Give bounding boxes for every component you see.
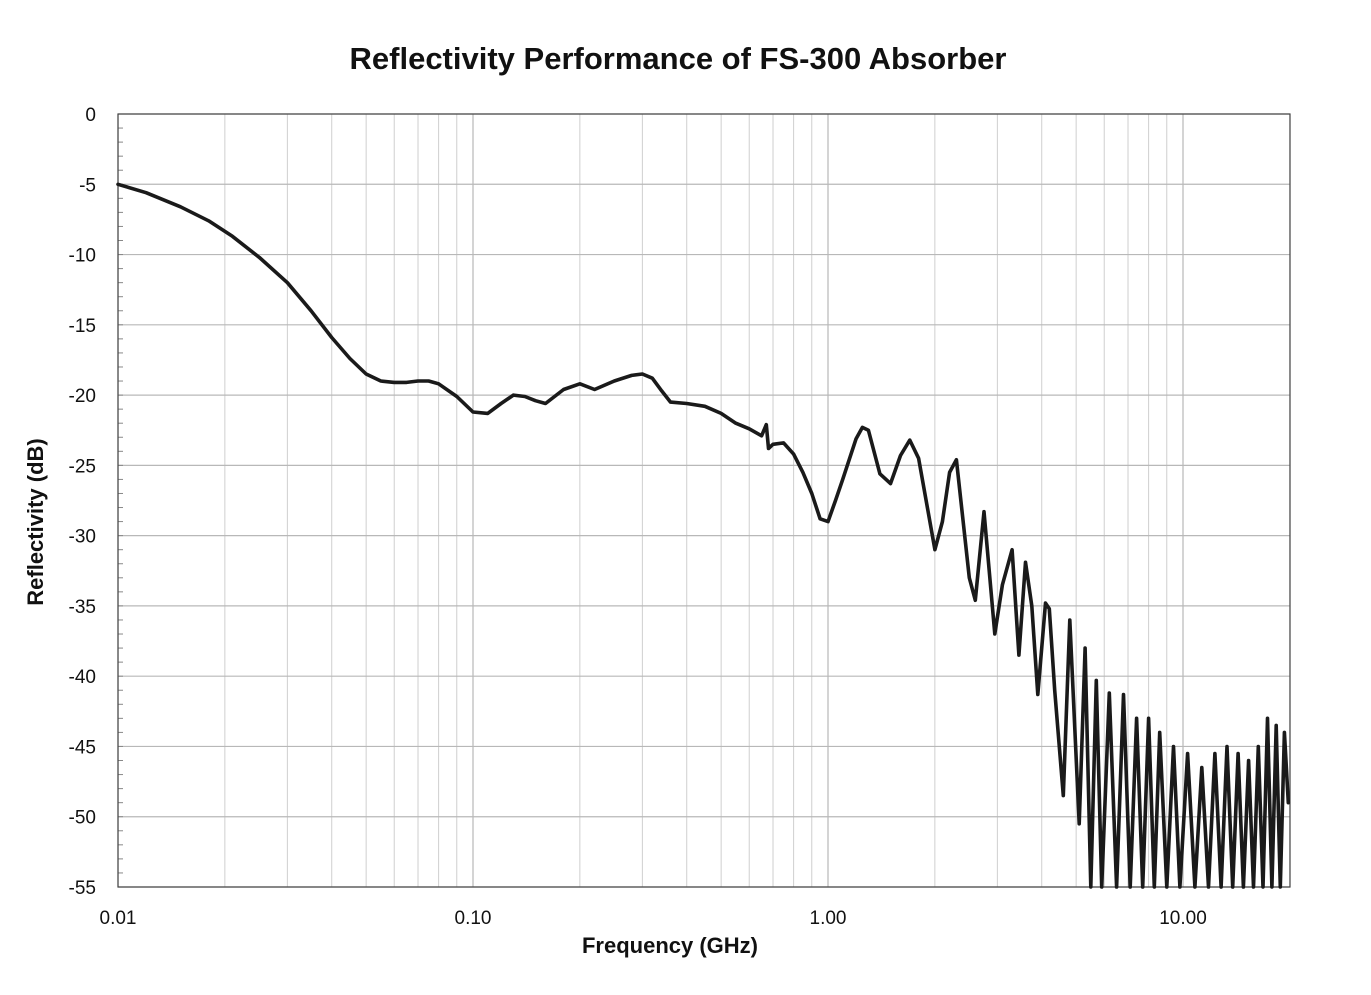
y-tick-label: -30 — [69, 527, 96, 548]
grid — [117, 113, 1291, 888]
y-tick-label: -40 — [69, 667, 96, 688]
y-tick-label: -20 — [69, 386, 96, 407]
x-axis-ticks: 0.01 0.10 1.00 10.00 — [100, 908, 1207, 929]
y-tick-label: 0 — [85, 105, 96, 126]
x-tick-label: 1.00 — [810, 908, 847, 929]
series-layer — [116, 182, 1291, 889]
reflectivity-series-line — [116, 182, 1291, 889]
y-axis-ticks: 0 -5 -10 -15 -20 -25 -30 -35 -40 -45 -50 -55 — [69, 105, 96, 899]
y-tick-label: -25 — [69, 456, 96, 477]
y-tick-label: -10 — [69, 246, 96, 267]
chart-title: Reflectivity Performance of FS-300 Absor… — [350, 41, 1007, 76]
x-tick-label: 0.01 — [100, 908, 137, 929]
y-tick-label: -35 — [69, 597, 96, 618]
y-tick-label: -5 — [79, 175, 96, 196]
x-axis-label: Frequency (GHz) — [582, 933, 758, 958]
y-axis-label: Reflectivity (dB) — [23, 438, 48, 605]
x-tick-label: 10.00 — [1159, 908, 1207, 929]
y-tick-label: -50 — [69, 808, 96, 829]
x-tick-label: 0.10 — [455, 908, 492, 929]
y-tick-label: -15 — [69, 316, 96, 337]
plot-area — [117, 113, 1291, 888]
y-tick-label: -45 — [69, 737, 96, 758]
y-tick-label: -55 — [69, 878, 96, 899]
